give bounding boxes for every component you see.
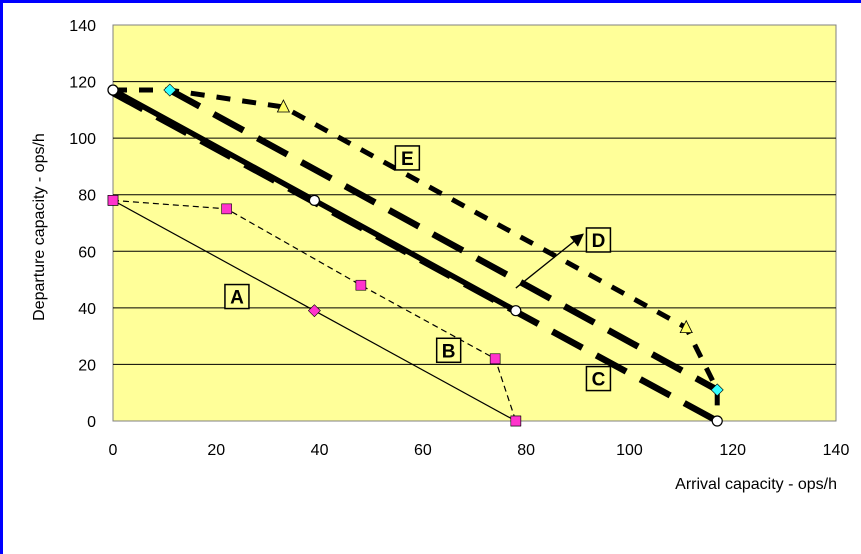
label-box-C (585, 365, 612, 392)
series-point-A-1 (307, 304, 321, 318)
label-E: E (401, 149, 414, 170)
series-markers (107, 83, 724, 427)
x-tick-label-20: 20 (207, 442, 225, 459)
x-axis-label: Arrival capacity - ops/h (675, 476, 837, 493)
series-point-E-4 (710, 383, 724, 397)
series-point-E-0 (107, 84, 119, 96)
y-tick-label-0: 0 (87, 414, 96, 431)
series-line-B (112, 199, 517, 422)
label-box-E (394, 145, 421, 171)
series-point-B-1 (221, 203, 232, 215)
label-box-B (435, 337, 462, 364)
x-tick-label-120: 120 (719, 442, 746, 459)
x-tick-label-140: 140 (823, 442, 850, 459)
series-point-B-2 (355, 279, 367, 291)
x-tick-label-60: 60 (414, 442, 432, 459)
y-tick-label-20: 20 (78, 357, 96, 374)
label-D: D (592, 231, 606, 252)
x-tick-label-0: 0 (109, 442, 118, 459)
series-point-E-2 (276, 99, 291, 113)
series-point-solid-thick-1 (308, 194, 321, 206)
annotation-arrow (515, 233, 584, 289)
series-line-mid (168, 87, 719, 393)
tick-labels: 0 20 40 60 80 100 120 140 0 20 40 60 80 100 120 140 (69, 18, 849, 459)
x-tick-label-100: 100 (616, 442, 643, 459)
y-tick-label-120: 120 (69, 75, 96, 92)
series-point-E-3 (679, 319, 693, 334)
y-tick-label-40: 40 (78, 301, 96, 318)
label-A: A (230, 288, 244, 309)
x-tick-label-40: 40 (311, 442, 329, 459)
plot-area (112, 24, 837, 422)
y-tick-label-60: 60 (78, 244, 96, 261)
label-C: C (592, 370, 606, 391)
label-box-A (224, 283, 250, 310)
series-line-C (111, 90, 719, 424)
annotation-labels: A B C D E (224, 145, 612, 392)
x-tick-label-80: 80 (517, 442, 535, 459)
y-tick-label-100: 100 (69, 131, 96, 148)
y-axis-label: Departure capacity - ops/h (31, 133, 48, 321)
series-point-B-0 (107, 195, 119, 206)
series-point-E-5 (711, 415, 723, 427)
series-point-B-3 (489, 353, 501, 365)
label-B: B (442, 341, 456, 362)
series-point-E-1 (163, 83, 177, 97)
y-tick-label-140: 140 (69, 18, 96, 35)
label-box-D (585, 227, 612, 253)
y-tick-label-80: 80 (78, 188, 96, 205)
arrow-group (515, 233, 584, 289)
series-point-B-4 (510, 415, 522, 427)
series-point-solid-thick-2 (510, 305, 522, 317)
gridlines (113, 81, 836, 365)
